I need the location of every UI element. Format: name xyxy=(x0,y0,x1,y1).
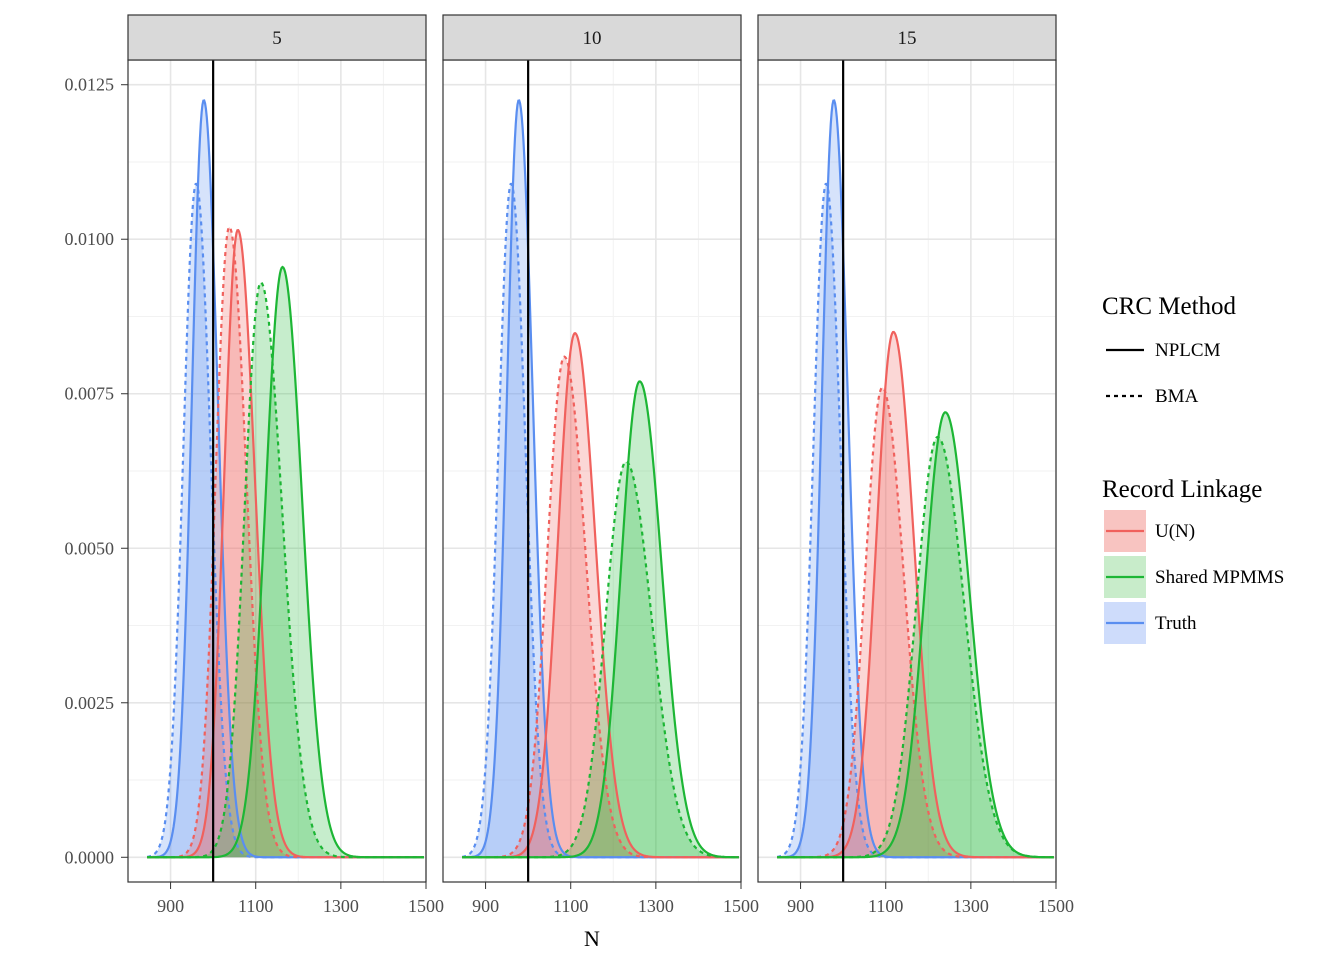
x-tick-label: 1300 xyxy=(953,896,989,916)
x-tick-label: 900 xyxy=(157,896,184,916)
density-line-un-bma xyxy=(147,225,424,859)
facet-panel-15: 15 900 1100 1300 1500 xyxy=(757,14,1074,916)
density-area-un-bma xyxy=(777,387,1054,858)
y-tick-label: 0.0075 xyxy=(65,384,115,404)
x-tick-label: 1300 xyxy=(323,896,359,916)
x-tick-label: 1100 xyxy=(553,896,588,916)
facet-strip-label: 5 xyxy=(272,28,282,49)
x-tick-label: 1500 xyxy=(723,896,759,916)
density-area-un-bma xyxy=(462,356,739,858)
facet-strip xyxy=(127,14,427,61)
x-tick-label: 1100 xyxy=(868,896,903,916)
y-tick-label: 0.0100 xyxy=(65,229,115,249)
density-area-un-nplcm xyxy=(777,332,1054,858)
density-area-un-bma xyxy=(147,227,424,858)
facet-strip-label: 15 xyxy=(898,28,917,49)
x-tick-label: 1500 xyxy=(1038,896,1074,916)
density-line-sharedmpmms-nplcm xyxy=(462,380,739,859)
density-line-sharedmpmms-bma xyxy=(777,435,1054,859)
density-line-sharedmpmms-nplcm xyxy=(777,411,1054,859)
density-line-sharedmpmms-bma xyxy=(147,281,424,859)
x-tick-label: 1100 xyxy=(238,896,273,916)
legend-title-record-linkage: Record Linkage xyxy=(1102,476,1262,503)
density-area-un-nplcm xyxy=(462,333,739,858)
legend-label-sharedmpmms: Shared MPMMS xyxy=(1155,567,1284,588)
y-tick-label: 0.0000 xyxy=(65,847,115,867)
legend-title-crc-method: CRC Method xyxy=(1102,293,1237,320)
density-area-truth-bma xyxy=(777,183,1054,858)
facet-strip-label: 10 xyxy=(583,28,602,49)
density-area-sharedmpmms-nplcm xyxy=(462,381,739,858)
y-tick-label: 0.0050 xyxy=(65,538,115,558)
facet-strip xyxy=(442,14,742,61)
facet-strip xyxy=(757,14,1057,61)
density-area-un-nplcm xyxy=(147,230,424,858)
density-area-sharedmpmms-bma xyxy=(462,461,739,858)
density-line-un-bma xyxy=(777,386,1054,859)
x-axis-title: N xyxy=(584,926,600,951)
density-area-sharedmpmms-bma xyxy=(777,437,1054,858)
density-area-truth-bma xyxy=(462,183,739,858)
legend-label-nplcm: NPLCM xyxy=(1155,340,1221,361)
density-line-sharedmpmms-nplcm xyxy=(147,265,424,859)
x-tick-label: 1300 xyxy=(638,896,674,916)
y-tick-label: 0.0025 xyxy=(65,693,115,713)
density-area-truth-nplcm xyxy=(462,100,739,858)
y-tick-label: 0.0125 xyxy=(65,75,115,95)
x-tick-label: 1500 xyxy=(408,896,444,916)
x-tick-label: 900 xyxy=(472,896,499,916)
facet-panel-10: 10 900 1100 1300 1500 xyxy=(442,14,759,916)
legend-label-truth: Truth xyxy=(1155,613,1197,634)
density-area-truth-nplcm xyxy=(777,100,1054,858)
facet-panel-5: 5 900 1100 1300 1500 xyxy=(127,14,444,916)
x-tick-label: 900 xyxy=(787,896,814,916)
legend-label-bma: BMA xyxy=(1155,386,1199,407)
legend-label-un: U(N) xyxy=(1155,521,1195,542)
